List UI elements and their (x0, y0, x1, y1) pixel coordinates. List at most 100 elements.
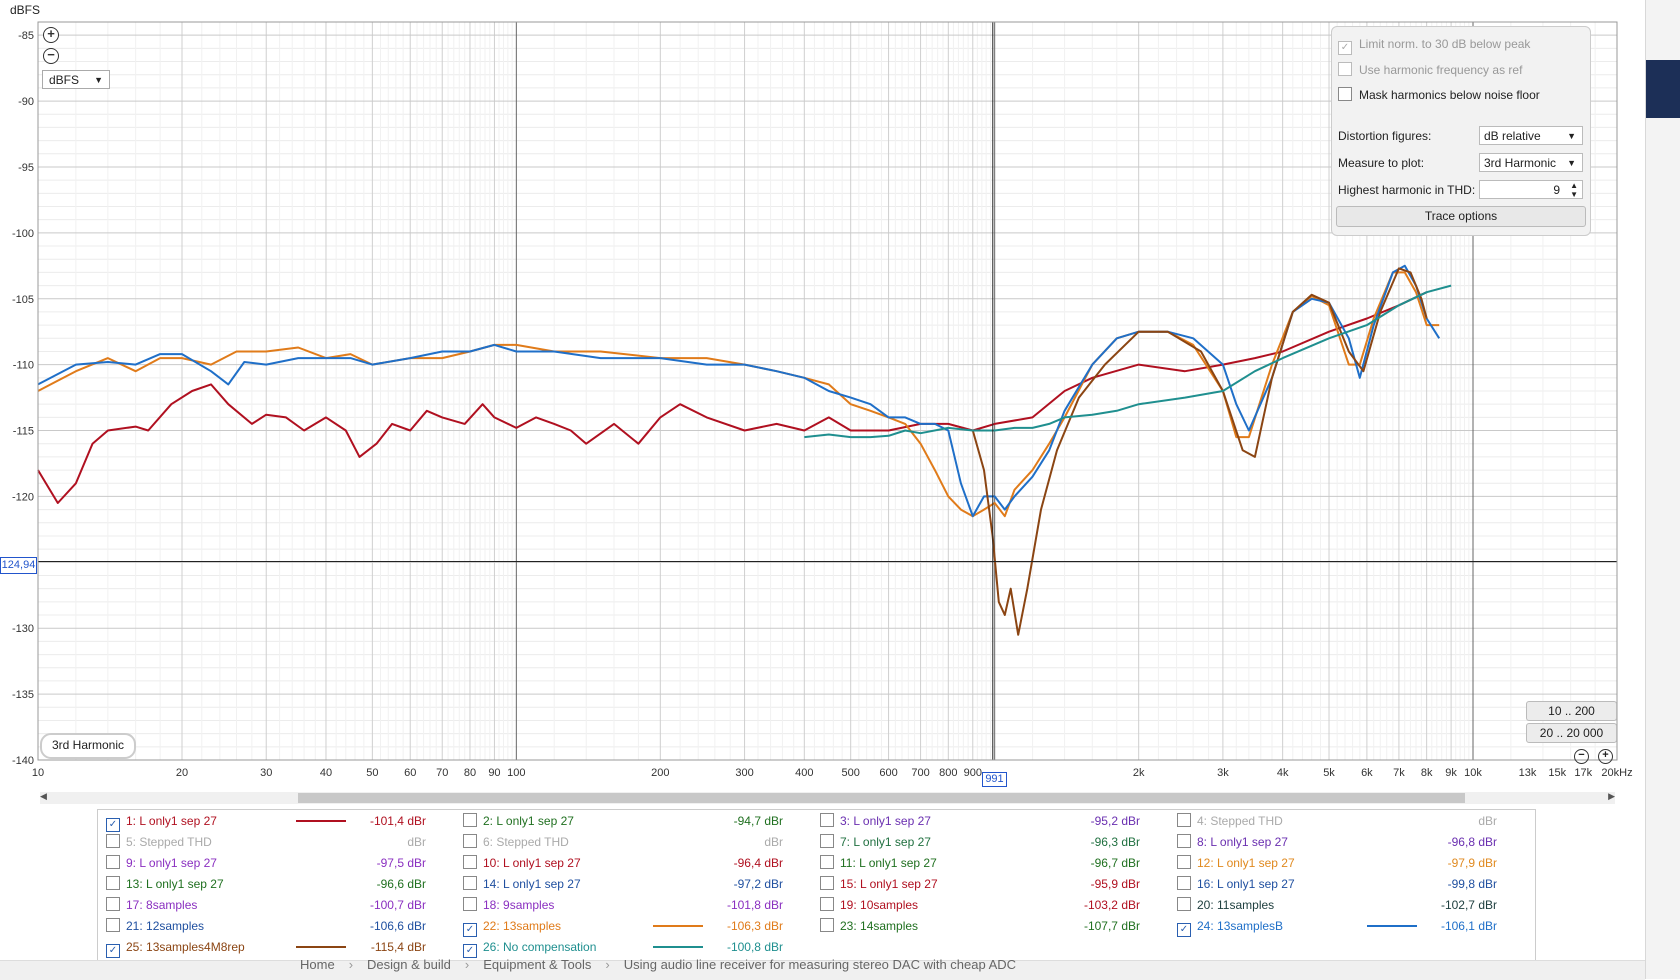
legend-value: -97,5 dBr (376, 856, 426, 870)
legend-checkbox[interactable] (106, 897, 120, 911)
legend-checkbox[interactable] (463, 876, 477, 890)
legend-checkbox[interactable] (106, 918, 120, 932)
legend-checkbox[interactable] (1177, 897, 1191, 911)
highest-harmonic-spinner[interactable]: 9 ▲ ▼ (1479, 180, 1583, 199)
mask-harmonics-checkbox[interactable] (1338, 87, 1352, 101)
trace-options-button[interactable]: Trace options (1336, 206, 1586, 227)
legend-checkbox[interactable] (463, 897, 477, 911)
scrollbar-thumb[interactable] (298, 793, 1465, 803)
legend-checkbox[interactable] (106, 834, 120, 848)
legend-checkbox[interactable] (820, 897, 834, 911)
legend-item[interactable]: 17: 8samples -100,7 dBr (106, 895, 446, 915)
breadcrumb-item[interactable]: Design & build (367, 957, 451, 972)
limit-norm-checkbox[interactable]: ✓ (1338, 41, 1352, 55)
breadcrumb-item[interactable]: Using audio line receiver for measuring … (623, 957, 1017, 972)
highest-harmonic-value: 9 (1553, 183, 1560, 197)
x-tick-label: 800 (939, 767, 957, 779)
rew-distortion-window: dBFS -85 -90 -95 -100 -105 -110 -115 -120 -130 -1… (0, 3, 1633, 964)
zoom-out-icon[interactable]: − (43, 48, 59, 64)
legend-item[interactable]: 8: L only1 sep 27 -96,8 dBr (1177, 832, 1517, 852)
zoom-out-icon[interactable]: − (1574, 749, 1589, 764)
range-20-20000-button[interactable]: 20 .. 20 000 (1526, 723, 1617, 743)
x-tick-labels: 10 20 30 40 50 60 70 80 90 100 200 300 400 500 600 700 8… (32, 767, 1633, 779)
scroll-left-icon[interactable]: ◀ (40, 791, 47, 801)
legend-item[interactable]: 16: L only1 sep 27 -99,8 dBr (1177, 874, 1517, 894)
legend-checkbox[interactable] (1177, 855, 1191, 869)
legend-item[interactable]: 12: L only1 sep 27 -97,9 dBr (1177, 853, 1517, 873)
legend-checkbox[interactable]: ✓ (106, 818, 120, 832)
right-side-panel (1645, 0, 1680, 979)
range-10-200-button[interactable]: 10 .. 200 (1526, 701, 1617, 721)
legend-checkbox[interactable] (820, 918, 834, 932)
breadcrumb-item[interactable]: Equipment & Tools (483, 957, 592, 972)
legend-checkbox[interactable] (1177, 834, 1191, 848)
legend-checkbox[interactable] (1177, 876, 1191, 890)
legend-item[interactable]: 20: 11samples -102,7 dBr (1177, 895, 1517, 915)
legend-item[interactable]: 21: 12samples -106,6 dBr (106, 916, 446, 936)
legend-item[interactable]: 7: L only1 sep 27 -96,3 dBr (820, 832, 1160, 852)
legend-value: -99,8 dBr (1447, 877, 1497, 891)
use-harmonic-checkbox[interactable] (1338, 62, 1352, 76)
unit-dropdown[interactable]: dBFS ▼ (42, 70, 110, 89)
breadcrumb-separator: › (348, 957, 354, 972)
mask-harmonics-row[interactable]: Mask harmonics below noise floor (1338, 87, 1540, 102)
legend-swatch (296, 946, 346, 948)
legend-item[interactable]: ✓ 24: 13samplesB -106,1 dBr (1177, 916, 1517, 937)
zoom-in-icon[interactable]: + (1598, 749, 1613, 764)
plot-frame (37, 21, 1618, 761)
y-tick-label: -85 (18, 30, 34, 42)
y-tick-labels: -85 -90 -95 -100 -105 -110 -115 -120 -130 -135 -14… (12, 30, 34, 767)
legend-checkbox[interactable] (1177, 813, 1191, 827)
spinner-arrows-icon[interactable]: ▲ ▼ (1570, 181, 1578, 199)
legend-item[interactable]: 23: 14samples -107,7 dBr (820, 916, 1160, 936)
legend-item[interactable]: 4: Stepped THD dBr (1177, 811, 1517, 831)
limit-norm-row[interactable]: ✓ Limit norm. to 30 dB below peak (1338, 37, 1530, 55)
legend-checkbox[interactable]: ✓ (1177, 923, 1191, 937)
legend-checkbox[interactable] (106, 855, 120, 869)
x-tick-label: 15k (1548, 767, 1566, 779)
legend-label: 6: Stepped THD (483, 835, 569, 849)
legend-item[interactable]: 2: L only1 sep 27 -94,7 dBr (463, 811, 803, 831)
scroll-right-icon[interactable]: ▶ (1608, 791, 1615, 801)
use-harmonic-row[interactable]: Use harmonic frequency as ref (1338, 62, 1522, 77)
legend-label: 25: 13samples4M8rep (126, 940, 245, 954)
legend-checkbox[interactable]: ✓ (463, 923, 477, 937)
legend-item[interactable]: ✓ 26: No compensation -100,8 dBr (463, 937, 803, 958)
legend-item[interactable]: 11: L only1 sep 27 -96,7 dBr (820, 853, 1160, 873)
legend-item[interactable]: 3: L only1 sep 27 -95,2 dBr (820, 811, 1160, 831)
legend-item[interactable]: 19: 10samples -103,2 dBr (820, 895, 1160, 915)
legend-checkbox[interactable]: ✓ (463, 944, 477, 958)
legend-checkbox[interactable] (820, 855, 834, 869)
legend-value: -101,4 dBr (369, 814, 426, 828)
measure-to-plot-select[interactable]: 3rd Harmonic ▼ (1479, 153, 1583, 172)
legend-item[interactable]: 18: 9samples -101,8 dBr (463, 895, 803, 915)
legend-checkbox[interactable]: ✓ (106, 944, 120, 958)
legend-item[interactable]: 15: L only1 sep 27 -95,9 dBr (820, 874, 1160, 894)
dropdown-arrow-icon: ▼ (1567, 158, 1576, 168)
legend-item[interactable]: 6: Stepped THD dBr (463, 832, 803, 852)
legend-checkbox[interactable] (820, 834, 834, 848)
distortion-figures-select[interactable]: dB relative ▼ (1479, 126, 1583, 145)
legend-checkbox[interactable] (106, 876, 120, 890)
legend-item[interactable]: ✓ 1: L only1 sep 27 -101,4 dBr (106, 811, 446, 832)
legend-checkbox[interactable] (463, 855, 477, 869)
distortion-figures-label: Distortion figures: (1338, 129, 1432, 143)
legend-checkbox[interactable] (820, 813, 834, 827)
legend-item[interactable]: 5: Stepped THD dBr (106, 832, 446, 852)
legend-checkbox[interactable] (463, 834, 477, 848)
x-tick-label: 600 (879, 767, 897, 779)
legend-item[interactable]: 13: L only1 sep 27 -96,6 dBr (106, 874, 446, 894)
legend-checkbox[interactable] (463, 813, 477, 827)
legend-item[interactable]: 14: L only1 sep 27 -97,2 dBr (463, 874, 803, 894)
legend-item[interactable]: ✓ 25: 13samples4M8rep -115,4 dBr (106, 937, 446, 958)
legend-item[interactable]: 10: L only1 sep 27 -96,4 dBr (463, 853, 803, 873)
legend-item[interactable]: 9: L only1 sep 27 -97,5 dBr (106, 853, 446, 873)
breadcrumb-item[interactable]: Home (300, 957, 335, 972)
highest-harmonic-label: Highest harmonic in THD: (1338, 183, 1476, 197)
horizontal-scrollbar[interactable]: ◀ ▶ (40, 791, 1615, 804)
legend-checkbox[interactable] (820, 876, 834, 890)
legend-item[interactable]: ✓ 22: 13samples -106,3 dBr (463, 916, 803, 937)
zoom-in-icon[interactable]: + (43, 27, 59, 43)
x-tick-label: 4k (1277, 767, 1289, 779)
x-tick-label: 300 (735, 767, 753, 779)
